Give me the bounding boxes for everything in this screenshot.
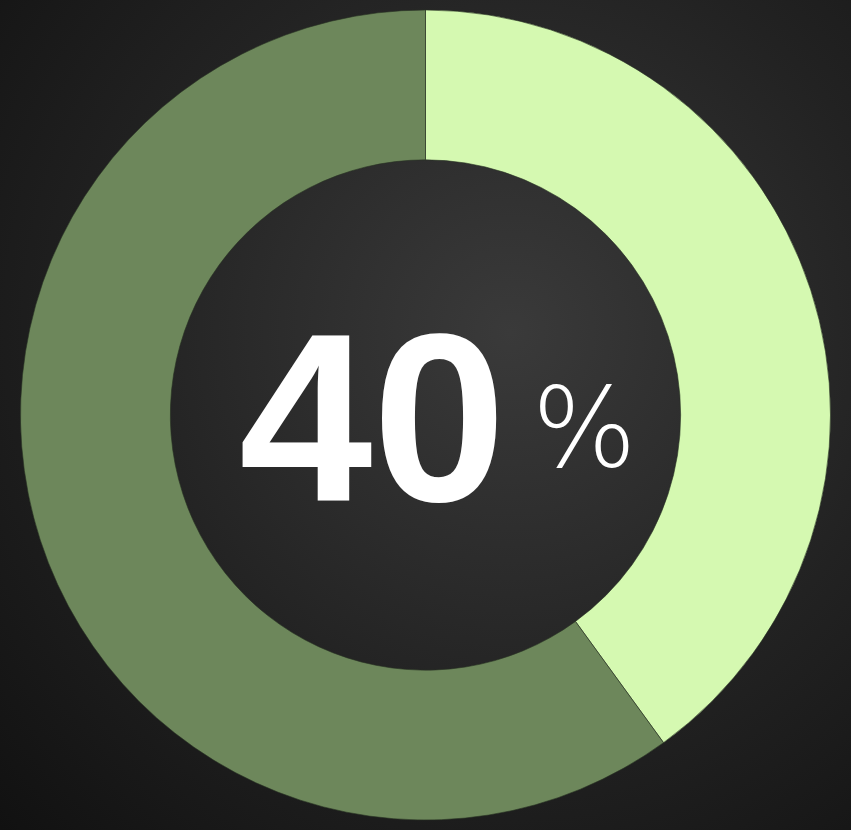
svg-text:40: 40 [239,284,506,552]
svg-text:%: % [532,364,637,492]
